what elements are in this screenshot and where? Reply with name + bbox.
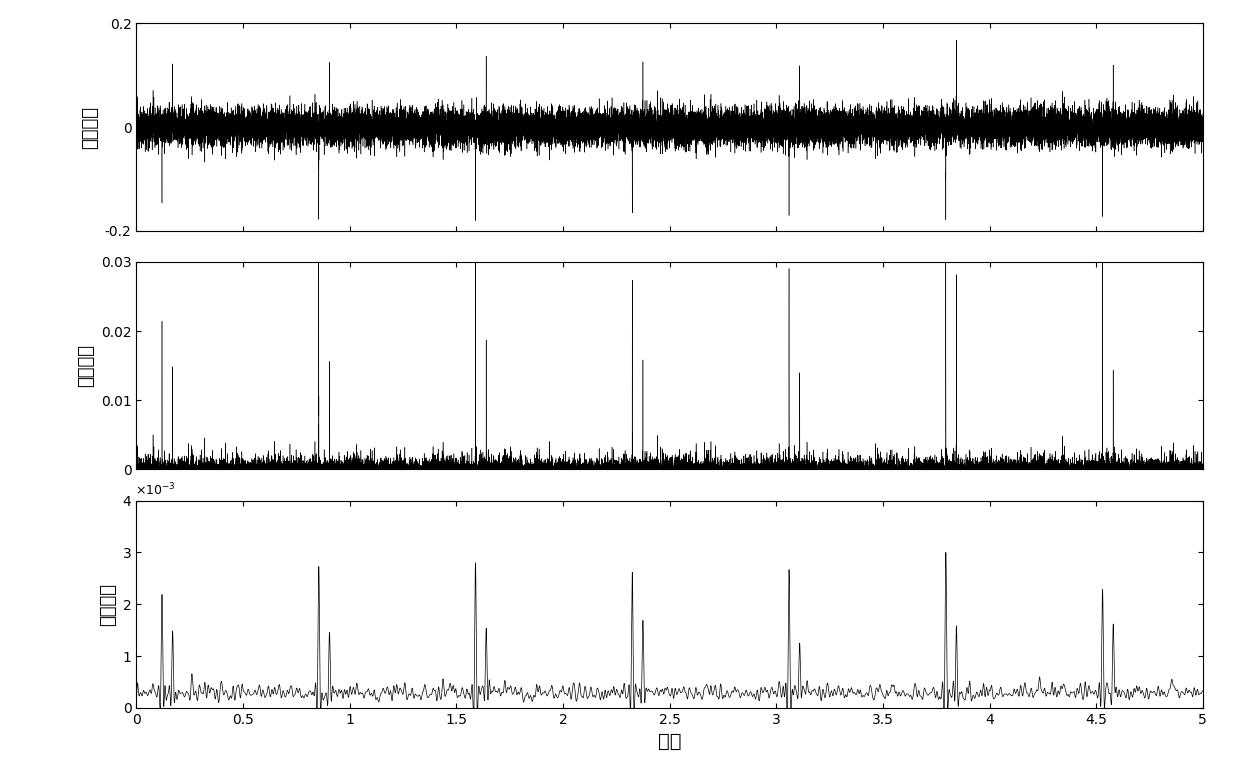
Y-axis label: 原始信号: 原始信号: [82, 106, 99, 149]
Y-axis label: 平方处理: 平方处理: [77, 344, 95, 387]
Text: $\times10^{-3}$: $\times10^{-3}$: [135, 482, 176, 499]
X-axis label: 时间: 时间: [658, 732, 681, 752]
Y-axis label: 低通滤波: 低通滤波: [99, 583, 117, 626]
